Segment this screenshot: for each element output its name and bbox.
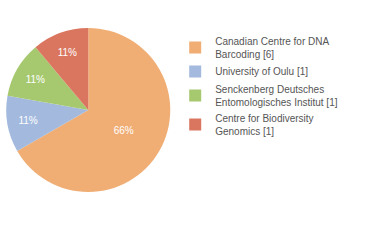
svg-text:11%: 11%: [26, 74, 45, 85]
svg-text:11%: 11%: [18, 115, 37, 126]
svg-text:University of Oulu [1]: University of Oulu [1]: [215, 66, 308, 77]
svg-text:Canadian Centre for DNABarcodi: Canadian Centre for DNABarcoding [6]: [215, 36, 329, 60]
svg-text:66%: 66%: [114, 125, 134, 136]
svg-text:Centre for BiodiversityGenomic: Centre for BiodiversityGenomics [1]: [215, 113, 313, 137]
svg-text:Senckenberg DeutschesEntomolog: Senckenberg DeutschesEntomologisches Ins…: [215, 84, 338, 108]
svg-text:11%: 11%: [58, 47, 77, 58]
